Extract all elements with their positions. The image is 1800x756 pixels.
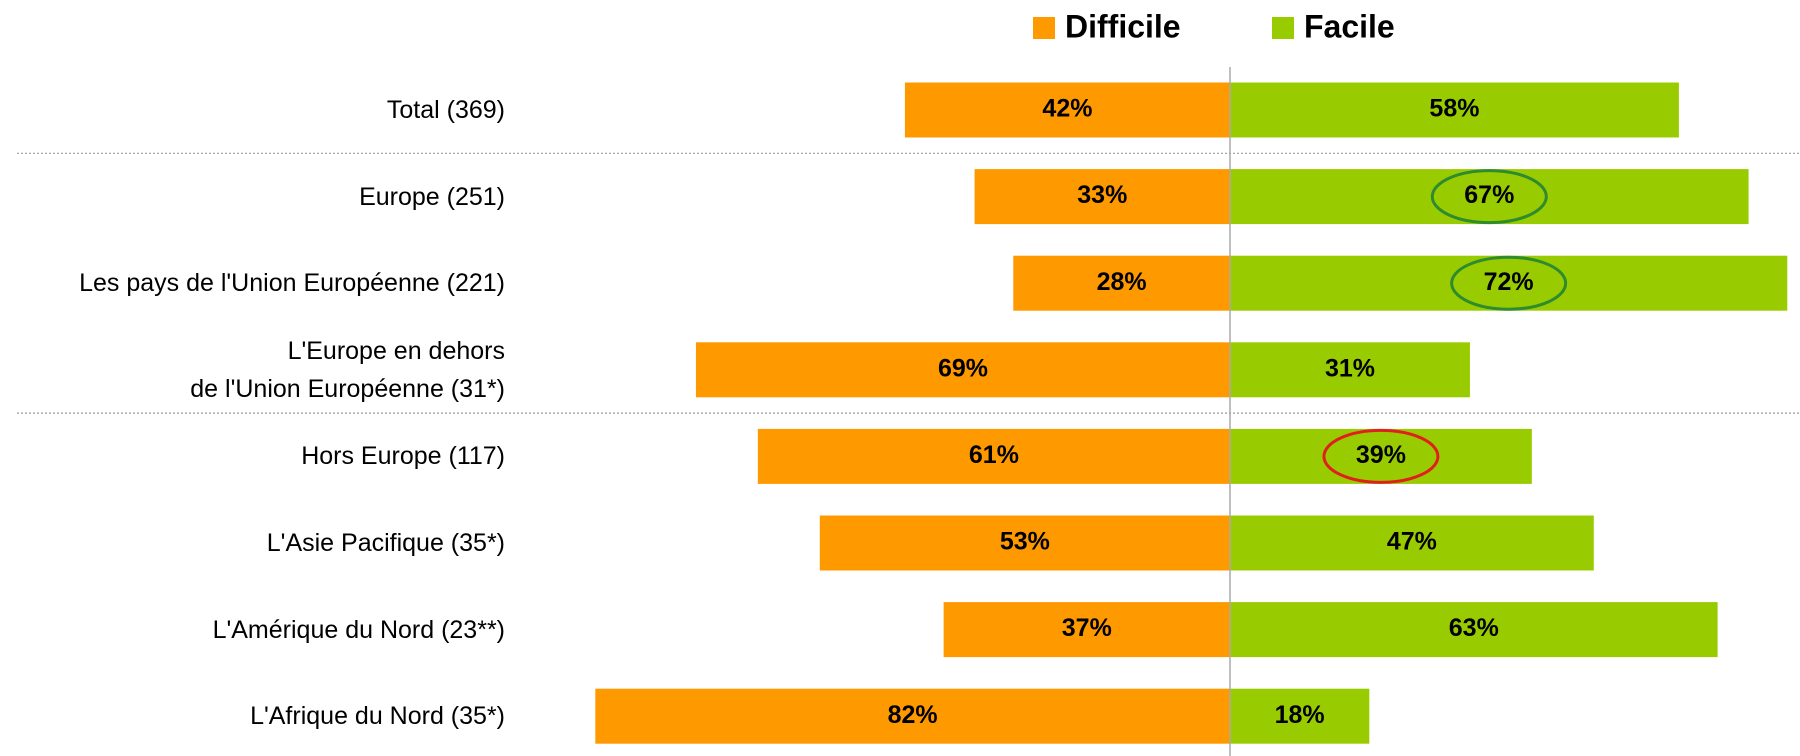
bar xyxy=(1230,428,1532,484)
category-label: Hors Europe (117) xyxy=(301,442,505,471)
value-label: 39% xyxy=(1356,441,1406,469)
value-label: 18% xyxy=(1275,701,1325,729)
category-label: Total (369) xyxy=(386,96,505,124)
value-label: 69% xyxy=(938,354,988,382)
category-label: Les pays de l'Union Européenne (221) xyxy=(79,269,505,298)
highlight-circle xyxy=(1450,255,1568,311)
category-label: L'Afrique du Nord (35*) xyxy=(250,702,505,731)
bar xyxy=(1230,342,1470,398)
value-label: 72% xyxy=(1484,268,1534,296)
value-label: 31% xyxy=(1325,354,1375,382)
value-label: 67% xyxy=(1464,181,1514,209)
value-label: 63% xyxy=(1449,614,1499,642)
bar xyxy=(1230,602,1718,658)
bar xyxy=(695,342,1230,398)
highlight-circle xyxy=(1322,428,1440,484)
bar xyxy=(1230,169,1749,225)
value-label: 61% xyxy=(969,441,1019,469)
category-label: L'Europe en dehors de l'Union Européenne… xyxy=(190,336,505,403)
bar xyxy=(595,688,1230,744)
value-label: 37% xyxy=(1062,614,1112,642)
bar xyxy=(1013,255,1230,311)
bar xyxy=(1230,688,1370,744)
value-label: 33% xyxy=(1077,181,1127,209)
category-label: L'Amérique du Nord (23**) xyxy=(212,615,505,644)
value-label: 42% xyxy=(1042,95,1092,123)
value-label: 28% xyxy=(1097,268,1147,296)
legend-swatch xyxy=(1272,17,1294,39)
bar xyxy=(904,82,1230,138)
value-label: 82% xyxy=(888,701,938,729)
bar xyxy=(1230,82,1679,138)
legend-label: Difficile xyxy=(1065,8,1181,44)
value-label: 47% xyxy=(1387,528,1437,556)
bar xyxy=(757,428,1230,484)
bar xyxy=(1230,255,1788,311)
bar xyxy=(974,169,1230,225)
legend-label: Facile xyxy=(1304,8,1395,44)
bar xyxy=(819,515,1230,571)
value-label: 53% xyxy=(1000,528,1050,556)
highlight-circle xyxy=(1430,169,1548,225)
category-label: Europe (251) xyxy=(359,182,505,211)
value-label: 58% xyxy=(1429,95,1479,123)
legend-swatch xyxy=(1033,17,1055,39)
category-label: L'Asie Pacifique (35*) xyxy=(266,529,505,557)
bar xyxy=(943,602,1230,658)
bar xyxy=(1230,515,1594,571)
